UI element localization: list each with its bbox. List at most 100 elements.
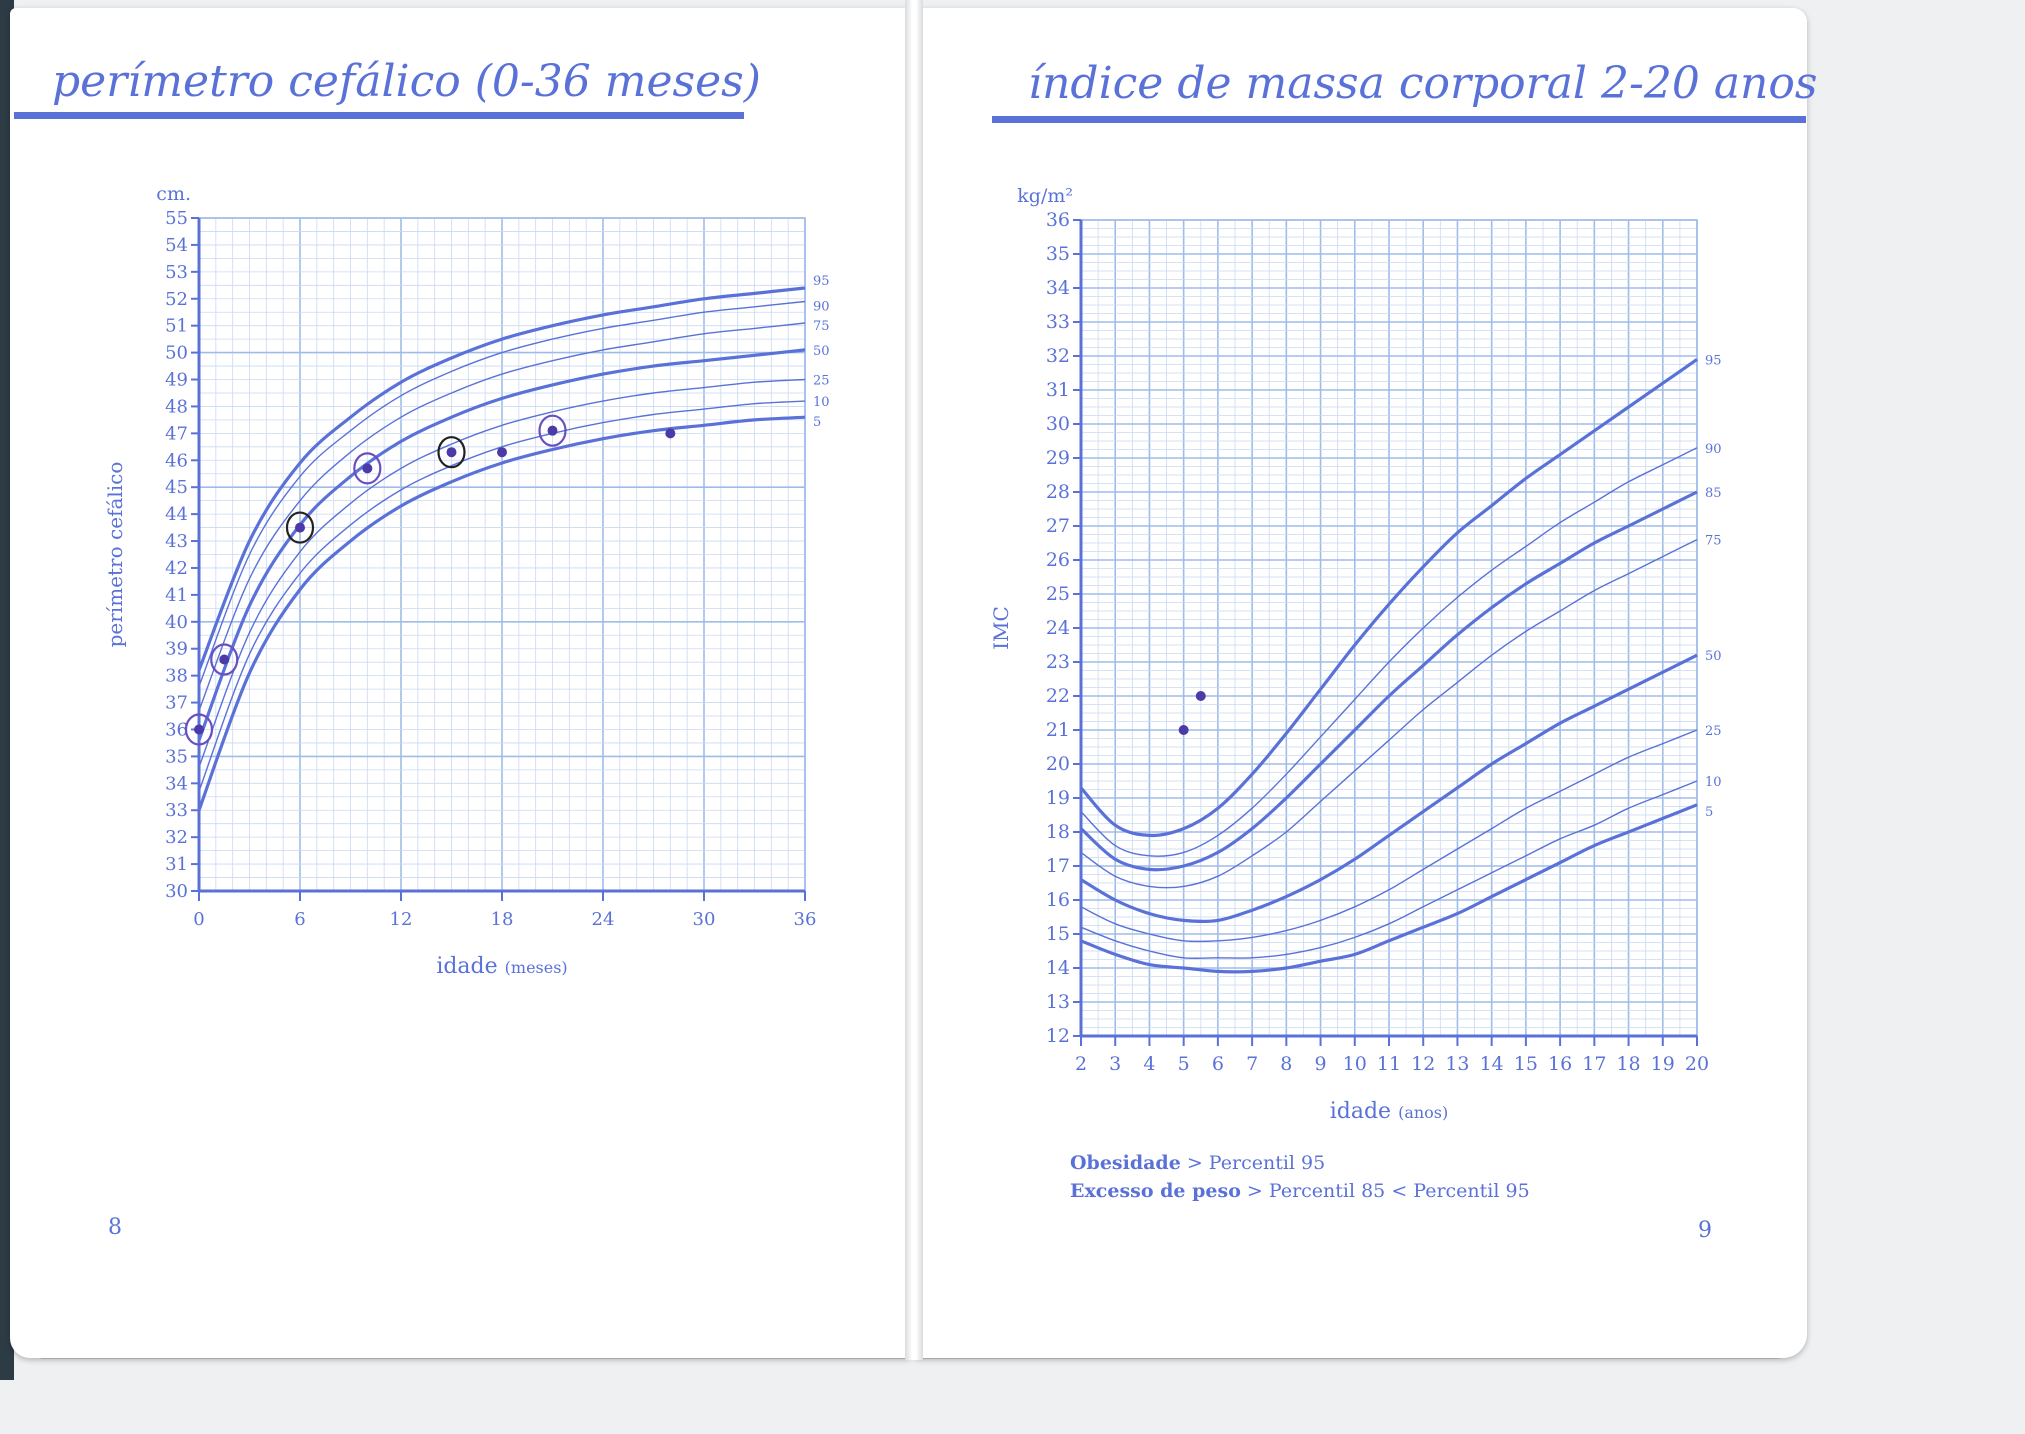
- bmi-series-95: [1079, 358, 1698, 838]
- right-page-number: 9: [1698, 1218, 1712, 1243]
- right-title-rule: [992, 116, 1806, 123]
- head-x-tick-label: 18: [491, 909, 514, 930]
- head-x-axis-label-unit: (meses): [505, 958, 568, 977]
- head-series-label-50: 50: [813, 344, 830, 359]
- legend-overweight: Excesso de peso > Percentil 85 < Percent…: [1070, 1180, 1530, 1202]
- right-page-title: índice de massa corporal 2-20 anos: [1028, 58, 1818, 109]
- bmi-x-tick-label: 5: [1178, 1053, 1190, 1075]
- head-data-point-circle: [538, 414, 567, 447]
- bmi-y-tick-label: 27: [1046, 515, 1070, 537]
- left-title-rule: [14, 112, 744, 119]
- bmi-y-tick-label: 13: [1046, 991, 1070, 1013]
- head-x-tick-label: 6: [294, 909, 305, 930]
- head-y-tick-label: 33: [165, 800, 188, 821]
- bmi-y-tick-label: 18: [1046, 821, 1070, 843]
- right-page: [915, 8, 1807, 1358]
- bmi-x-tick-label: 16: [1548, 1053, 1572, 1075]
- bmi-x-axis-label: idade (anos): [1330, 1099, 1449, 1124]
- bmi-x-tick-label: 10: [1343, 1053, 1367, 1075]
- bmi-series-label-5: 5: [1705, 805, 1713, 820]
- head-y-tick-label: 34: [165, 773, 188, 794]
- head-data-point-circle: [184, 713, 214, 746]
- bmi-x-tick-label: 19: [1651, 1053, 1675, 1075]
- bmi-x-tick-label: 7: [1246, 1053, 1258, 1075]
- head-y-tick-label: 30: [165, 881, 188, 902]
- bmi-series-90: [1080, 447, 1698, 857]
- bmi-y-tick-label: 22: [1046, 685, 1070, 707]
- head-y-tick-label: 55: [165, 208, 188, 229]
- bmi-y-tick-label: 14: [1046, 957, 1070, 979]
- head-data-point: [194, 724, 204, 735]
- legend-obesity: Obesidade > Percentil 95: [1070, 1152, 1325, 1174]
- head-y-tick-label: 43: [165, 531, 188, 552]
- bmi-series-10: [1080, 780, 1698, 959]
- head-x-tick-label: 0: [193, 909, 204, 930]
- book-gutter: [905, 0, 923, 1360]
- bmi-data-point: [1195, 691, 1206, 701]
- bmi-data-point: [1178, 725, 1189, 735]
- head-y-tick-label: 54: [165, 235, 188, 256]
- bmi-x-tick-label: 13: [1445, 1053, 1469, 1075]
- legend-obesity-term: Obesidade: [1070, 1152, 1181, 1174]
- left-page: [10, 8, 910, 1358]
- bmi-series-50: [1080, 653, 1698, 924]
- bmi-y-tick-label: 34: [1046, 277, 1070, 299]
- head-series-50: [197, 348, 806, 741]
- bmi-series-label-10: 10: [1705, 775, 1722, 790]
- head-series-label-75: 75: [813, 319, 830, 334]
- bmi-y-tick-label: 15: [1046, 923, 1070, 945]
- head-y-tick-label: 35: [165, 746, 188, 767]
- bmi-series-75: [1080, 538, 1698, 889]
- bmi-y-tick-label: 28: [1046, 481, 1070, 503]
- head-y-tick-label: 36: [165, 719, 188, 740]
- head-y-tick-label: 46: [165, 450, 188, 471]
- head-data-point: [497, 447, 507, 458]
- bmi-y-tick-label: 19: [1046, 787, 1070, 809]
- head-x-axis-label-main: idade: [436, 954, 504, 979]
- head-y-axis-label: perímetro cefálico: [103, 462, 127, 648]
- head-x-tick-label: 30: [693, 909, 716, 930]
- bmi-y-tick-label: 24: [1046, 617, 1070, 639]
- head-y-tick-label: 38: [165, 666, 188, 687]
- head-y-tick-label: 32: [165, 827, 188, 848]
- bmi-y-tick-label: 35: [1046, 243, 1070, 265]
- head-y-tick-label: 40: [165, 612, 188, 633]
- head-series-5: [197, 415, 806, 811]
- bmi-x-tick-label: 3: [1109, 1053, 1121, 1075]
- head-data-point-circle: [437, 436, 466, 469]
- bmi-series-label-25: 25: [1705, 724, 1722, 739]
- legend-overweight-term: Excesso de peso: [1070, 1180, 1241, 1202]
- head-series-label-90: 90: [813, 299, 830, 314]
- head-series-90: [198, 300, 806, 687]
- head-y-tick-label: 37: [165, 693, 188, 714]
- head-y-tick-label: 42: [165, 558, 188, 579]
- bmi-x-tick-label: 15: [1514, 1053, 1538, 1075]
- bmi-y-tick-label: 26: [1046, 549, 1070, 571]
- head-y-tick-label: 50: [165, 343, 188, 364]
- bmi-series-label-90: 90: [1705, 442, 1722, 457]
- head-y-tick-label: 51: [165, 316, 188, 337]
- head-y-tick-label: 47: [165, 423, 188, 444]
- head-y-tick-label: 41: [165, 585, 188, 606]
- bmi-group: 1213141516171819202122232425262728293031…: [989, 185, 1722, 1124]
- bmi-x-tick-label: 4: [1143, 1053, 1155, 1075]
- bmi-series-85: [1079, 490, 1698, 872]
- head-series-label-95: 95: [813, 274, 830, 289]
- head-y-tick-label: 39: [165, 639, 188, 660]
- bmi-y-tick-label: 29: [1046, 447, 1070, 469]
- bmi-y-tick-label: 30: [1046, 413, 1070, 435]
- head-series-label-5: 5: [813, 415, 821, 430]
- bmi-series-25: [1080, 729, 1698, 943]
- head-y-tick-label: 53: [165, 262, 188, 283]
- head-group: 30 31 32 33 34 35 36 37 38 39 40 41 42 43 44 45 46 47 48 49…: [103, 183, 830, 979]
- bmi-x-tick-label: 20: [1685, 1053, 1709, 1075]
- bmi-series-label-75: 75: [1705, 534, 1722, 549]
- bmi-x-tick-label: 6: [1212, 1053, 1224, 1075]
- head-series-75: [198, 322, 806, 711]
- bmi-y-tick-label: 23: [1046, 651, 1070, 673]
- bmi-y-tick-label: 33: [1046, 311, 1070, 333]
- head-y-tick-label: 44: [165, 504, 188, 525]
- head-series-label-25: 25: [813, 374, 830, 389]
- head-series-10: [198, 400, 806, 792]
